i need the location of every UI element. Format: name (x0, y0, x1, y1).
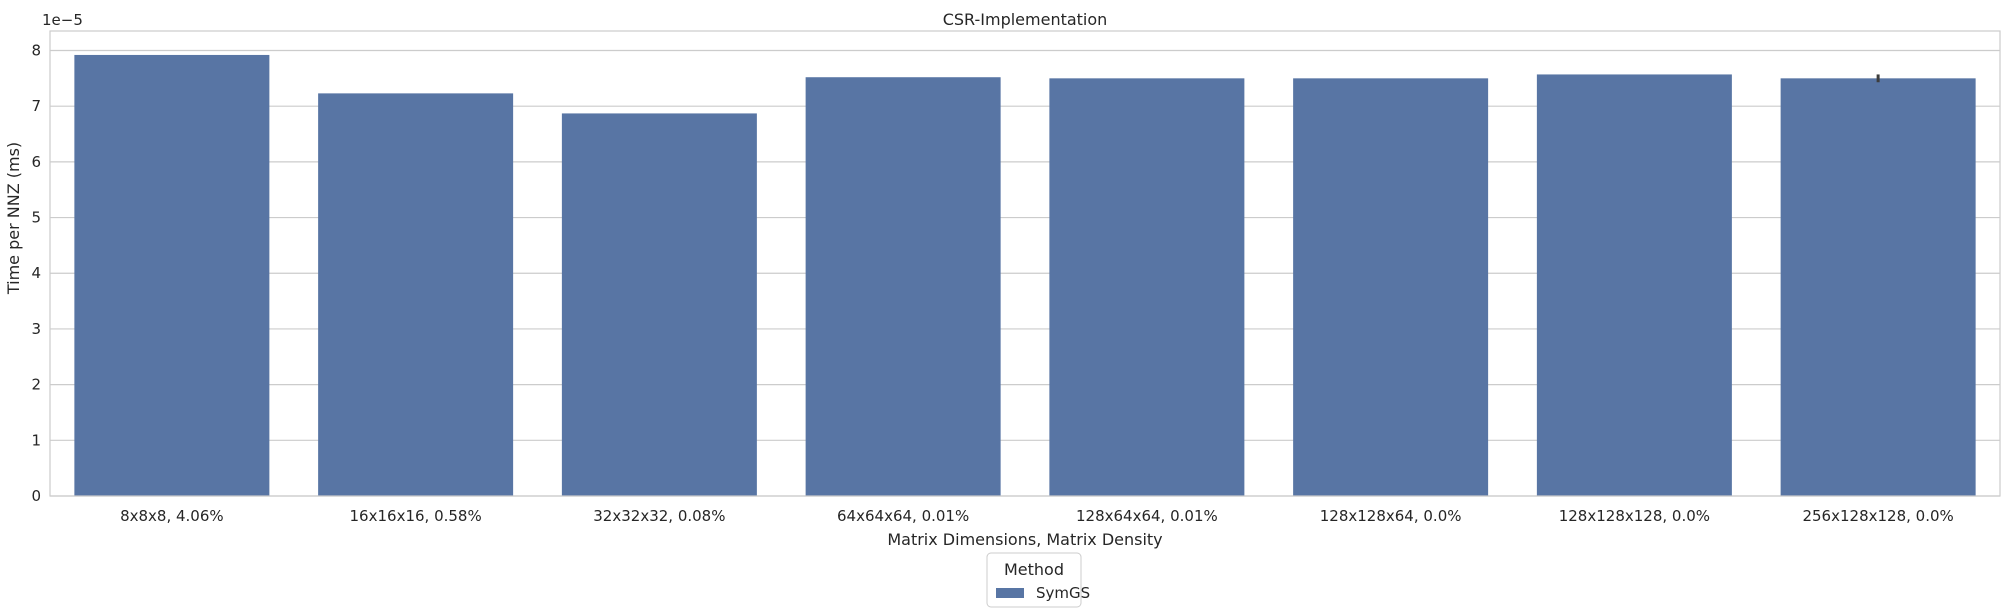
x-tick-label: 128x128x128, 0.0% (1559, 507, 1710, 525)
y-axis-offset-label: 1e−5 (42, 11, 83, 29)
bar (74, 54, 270, 496)
y-tick-label: 3 (31, 320, 41, 338)
x-tick-label: 128x128x64, 0.0% (1320, 507, 1462, 525)
y-tick-label: 7 (31, 97, 41, 115)
x-tick-label: 256x128x128, 0.0% (1802, 507, 1953, 525)
bar (805, 77, 1001, 496)
bars (74, 54, 1976, 497)
y-tick-label: 5 (31, 209, 41, 227)
x-tick-label: 64x64x64, 0.01% (837, 507, 969, 525)
bar (318, 93, 514, 497)
x-tick-label: 128x64x64, 0.01% (1076, 507, 1218, 525)
bar (1780, 78, 1976, 496)
chart-title: CSR-Implementation (943, 10, 1108, 29)
axes: 0 1 2 3 4 5 6 7 8 8x8x8, 4.06% 16x16x16, 0.58% 32x3… (31, 30, 2001, 525)
bar (1536, 74, 1732, 496)
y-tick-label: 0 (31, 487, 41, 505)
legend: Method SymGS (986, 552, 1090, 608)
x-tick-label: 32x32x32, 0.08% (593, 507, 725, 525)
bar (1293, 78, 1489, 496)
x-tick-label: 8x8x8, 4.06% (120, 507, 224, 525)
y-tick-label: 4 (31, 264, 41, 282)
y-tick-label: 1 (31, 431, 41, 449)
legend-swatch-symgs (996, 588, 1024, 598)
bar (1049, 78, 1245, 496)
y-tick-label: 6 (31, 153, 41, 171)
y-tick-label: 2 (31, 376, 41, 394)
legend-title: Method (1004, 560, 1064, 579)
plot-frame (49, 30, 2001, 497)
bar (561, 113, 757, 496)
y-axis-label: Time per NNZ (ms) (4, 142, 23, 295)
legend-label-symgs: SymGS (1036, 584, 1090, 602)
y-tick-label: 8 (31, 41, 41, 59)
x-axis-label: Matrix Dimensions, Matrix Density (887, 530, 1162, 549)
x-tick-label: 16x16x16, 0.58% (350, 507, 482, 525)
